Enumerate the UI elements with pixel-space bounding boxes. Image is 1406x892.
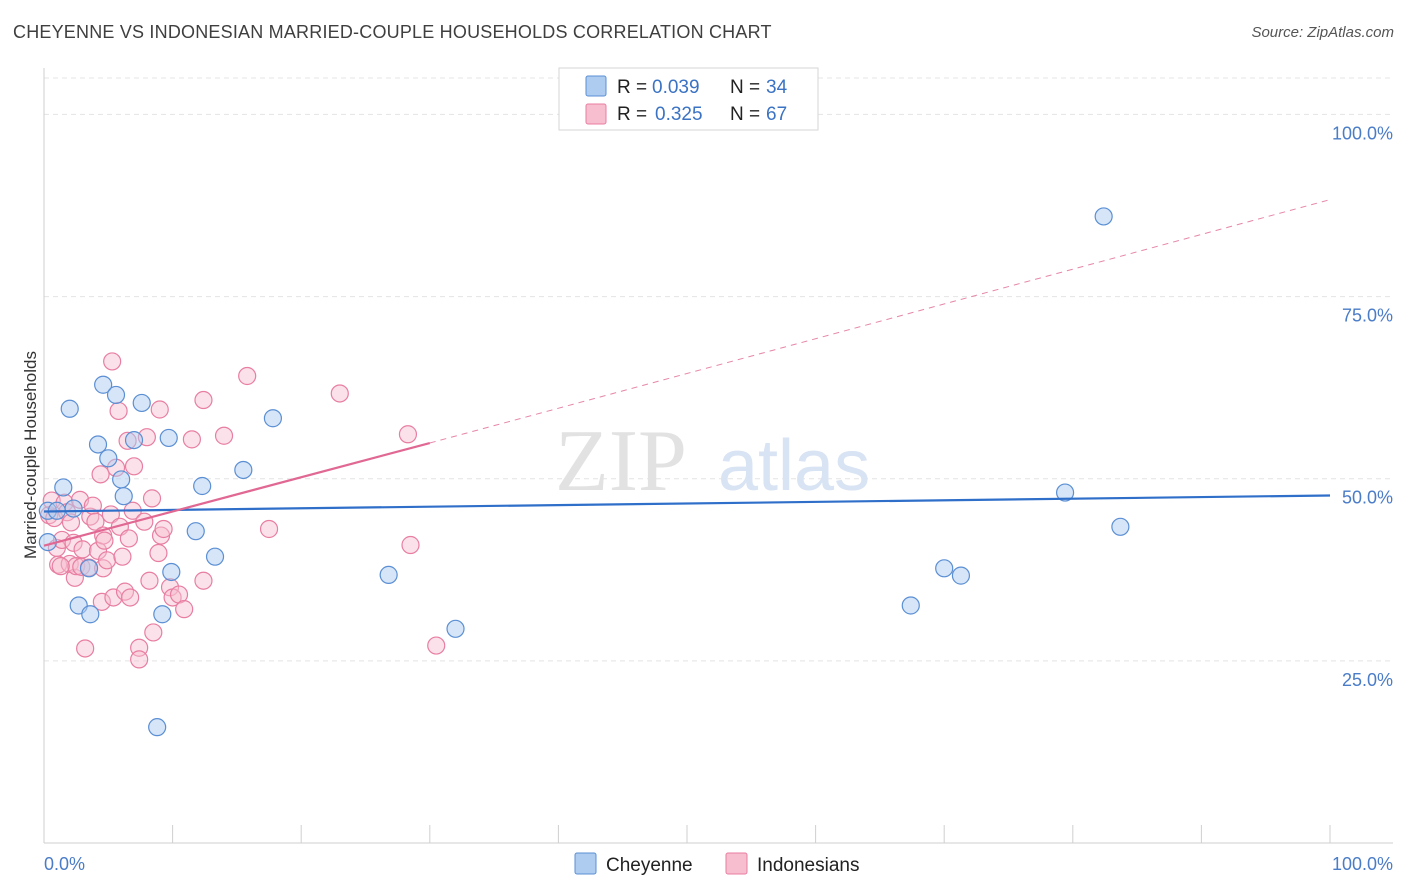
legend-swatch-cheyenne	[585, 75, 607, 97]
indonesians-point	[121, 588, 140, 607]
cheyenne-point	[159, 428, 178, 448]
legend-n-value-cheyenne: 34	[766, 77, 788, 98]
indonesians-point	[103, 352, 122, 371]
y-tick-label: 100.0%	[1332, 123, 1393, 143]
indonesians-point	[182, 430, 201, 449]
legend-r-value-indonesians: 0.325	[655, 104, 703, 125]
cheyenne-point	[935, 559, 954, 578]
x-tick-label-min: 0.0%	[44, 854, 85, 874]
indonesians-point	[238, 366, 257, 386]
indonesians-point	[109, 401, 128, 421]
cheyenne-point	[162, 562, 181, 582]
indonesians-point	[119, 529, 138, 548]
cheyenne-point	[193, 476, 212, 496]
bottom-legend-indonesians: Indonesians	[757, 855, 859, 876]
cheyenne-point	[99, 449, 118, 468]
correlation-legend: R = 0.039 N = 34 R = 0.325 N = 67	[558, 67, 819, 131]
indonesians-trend-line	[43, 441, 431, 547]
indonesians-point	[140, 571, 159, 590]
legend-r-label-2: R =	[617, 104, 647, 125]
cheyenne-point	[81, 605, 100, 624]
cheyenne-point	[153, 605, 172, 624]
cheyenne-point	[951, 566, 971, 585]
cheyenne-point	[132, 393, 151, 413]
y-tick-label: 50.0%	[1342, 488, 1393, 508]
indonesians-point	[330, 384, 349, 403]
indonesians-point	[97, 551, 117, 570]
indonesians-point	[91, 465, 110, 484]
cheyenne-point	[148, 718, 167, 737]
legend-n-value-indonesians: 67	[766, 104, 787, 125]
bottom-legend-swatch-indonesians	[725, 852, 748, 875]
cheyenne-point	[1111, 517, 1130, 536]
indonesians-point	[92, 592, 111, 611]
chart-title: CHEYENNE VS INDONESIAN MARRIED-COUPLE HO…	[13, 22, 772, 42]
x-tick-label-max: 100.0%	[1332, 854, 1393, 874]
indonesians-point	[130, 650, 149, 669]
cheyenne-point	[64, 499, 83, 518]
legend-r-value-cheyenne: 0.039	[652, 77, 700, 98]
indonesians-point	[259, 519, 279, 539]
indonesians-point	[194, 390, 213, 410]
indonesians-point	[73, 540, 92, 559]
y-tick-labels: 25.0% 50.0% 75.0% 100.0%	[1332, 123, 1393, 689]
cheyenne-point	[94, 375, 113, 394]
trend-lines	[43, 199, 1331, 547]
cheyenne-point	[379, 565, 398, 584]
indonesians-point	[144, 623, 163, 642]
indonesians-point	[115, 582, 135, 601]
cheyenne-point	[54, 478, 73, 497]
cheyenne-point	[1055, 483, 1075, 502]
indonesians-point	[427, 636, 446, 655]
cheyenne-point	[79, 559, 99, 578]
indonesians-point	[124, 457, 144, 476]
legend-n-label-1: N =	[730, 77, 760, 98]
indonesians-point	[398, 425, 418, 444]
cheyenne-point	[1094, 207, 1113, 226]
indonesians-point	[194, 571, 213, 590]
cheyenne-point	[60, 399, 79, 418]
cheyenne-point	[88, 435, 108, 454]
y-tick-label: 25.0%	[1342, 670, 1393, 690]
indonesians-point	[51, 557, 70, 576]
watermark-zip: ZIP	[555, 413, 687, 510]
indonesians-point	[113, 547, 132, 566]
watermark-atlas: atlas	[718, 426, 870, 506]
y-axis-title: Married-couple Households	[21, 351, 40, 559]
indonesians-point	[76, 639, 95, 658]
bottom-legend-swatch-cheyenne	[574, 852, 597, 875]
cheyenne-point	[446, 619, 465, 638]
series-legend: Cheyenne Indonesians	[574, 852, 859, 876]
indonesians-point	[154, 519, 173, 539]
indonesians-point	[86, 512, 105, 531]
indonesians-point	[142, 489, 162, 508]
cheyenne-point	[114, 487, 133, 506]
indonesians-point	[149, 543, 168, 563]
indonesians-point	[150, 400, 169, 419]
legend-r-label-1: R =	[617, 77, 647, 98]
indonesians-point	[175, 600, 194, 619]
indonesians-point	[95, 531, 114, 550]
axes	[43, 68, 1393, 844]
source-label: Source: ZipAtlas.com	[1251, 24, 1394, 41]
indonesians-point	[81, 507, 100, 526]
legend-n-label-2: N =	[730, 104, 760, 125]
bottom-legend-cheyenne: Cheyenne	[606, 855, 693, 876]
cheyenne-point	[106, 385, 126, 405]
indonesians-trend-extension	[429, 199, 1331, 444]
indonesians-point	[401, 535, 420, 555]
cheyenne-point	[186, 522, 205, 541]
cheyenne-point	[234, 460, 253, 480]
cheyenne-point	[205, 547, 225, 566]
cheyenne-point	[124, 431, 144, 450]
cheyenne-point	[901, 596, 920, 615]
legend-swatch-indonesians	[585, 103, 607, 125]
cheyenne-point	[263, 409, 283, 428]
indonesians-point	[214, 426, 234, 445]
cheyenne-trend-line	[43, 494, 1331, 513]
y-tick-label: 75.0%	[1342, 306, 1393, 326]
cheyenne-point	[112, 470, 131, 489]
